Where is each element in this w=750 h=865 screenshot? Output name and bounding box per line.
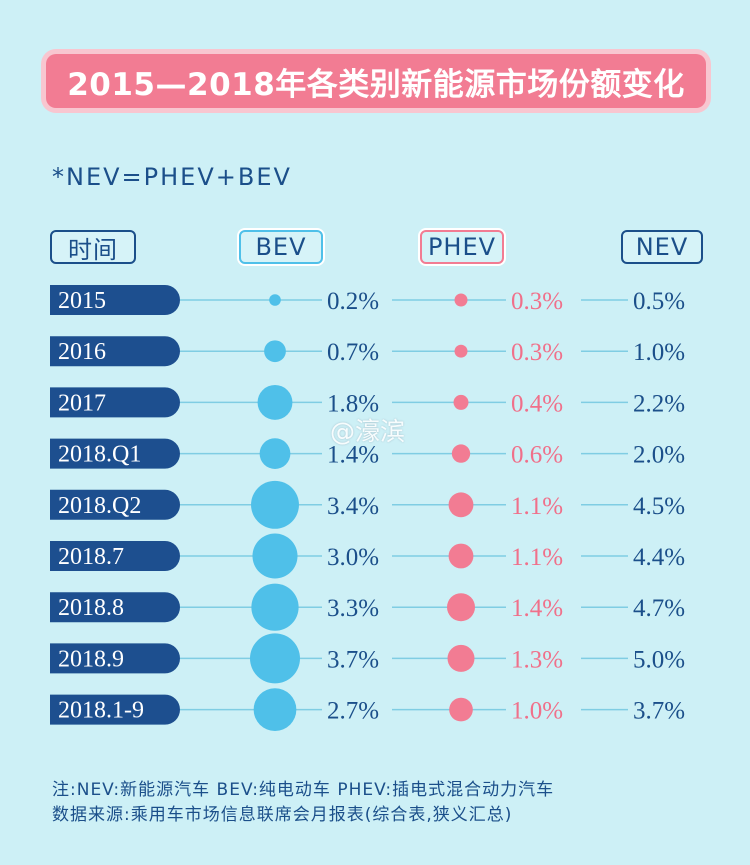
bev-value-label: 0.2%: [327, 288, 379, 315]
header-bev: BEV: [239, 230, 323, 264]
nev-value-label: 4.7%: [633, 595, 685, 622]
year-pill: [50, 336, 181, 367]
phev-value-label: 1.1%: [511, 544, 563, 571]
nev-value-label: 5.0%: [633, 646, 685, 673]
bev-bubble: [269, 294, 281, 306]
year-label: 2016: [58, 339, 106, 365]
bev-value-label: 3.0%: [327, 544, 379, 571]
year-label: 2018.Q2: [58, 493, 141, 519]
nev-value-label: 0.5%: [633, 288, 685, 315]
note-abbreviations: 注:NEV:新能源汽车 BEV:纯电动车 PHEV:插电式混合动力汽车: [52, 780, 555, 800]
nev-value-label: 4.4%: [633, 544, 685, 571]
phev-value-label: 0.4%: [511, 390, 563, 417]
bev-value-label: 3.4%: [327, 493, 379, 520]
bev-bubble: [257, 384, 293, 420]
bev-bubble: [252, 533, 298, 579]
phev-value-label: 1.3%: [511, 646, 563, 673]
bev-bubble: [251, 583, 299, 631]
bev-value-label: 2.7%: [327, 698, 379, 725]
header-nev: NEV: [621, 230, 703, 264]
note-source: 数据来源:乘用车市场信息联席会月报表(综合表,狭义汇总): [52, 805, 513, 825]
year-label: 2017: [58, 390, 106, 416]
year-label: 2018.8: [58, 595, 124, 621]
phev-value-label: 0.3%: [511, 339, 563, 366]
watermark: @濠滨: [330, 417, 406, 446]
bev-bubble: [259, 438, 291, 469]
bev-value-label: 0.7%: [327, 339, 379, 366]
year-pill: [50, 285, 180, 315]
phev-value-label: 1.1%: [511, 493, 563, 520]
header-phev: PHEV: [420, 230, 504, 264]
phev-value-label: 0.6%: [511, 442, 563, 469]
phev-bubble: [447, 644, 475, 672]
title-banner: 2015—2018年各类别新能源市场份额变化: [46, 54, 706, 108]
chart-title: 2015—2018年各类别新能源市场份额变化: [67, 66, 685, 103]
phev-bubble: [454, 293, 468, 307]
year-label: 2018.7: [58, 544, 124, 570]
bev-bubble: [253, 688, 297, 731]
bev-value-label: 1.8%: [327, 390, 379, 417]
header-time: 时间: [50, 230, 136, 264]
nev-value-label: 3.7%: [633, 698, 685, 725]
bev-bubble: [264, 340, 286, 363]
year-label: 2018.1-9: [58, 698, 144, 724]
year-pill: [50, 387, 181, 418]
bev-bubble: [250, 633, 300, 684]
year-pill: [50, 489, 181, 520]
phev-value-label: 0.3%: [511, 288, 563, 315]
year-label: 2015: [58, 288, 106, 314]
footnotes: 注:NEV:新能源汽车 BEV:纯电动车 PHEV:插电式混合动力汽车 数据来源…: [52, 778, 554, 828]
phev-bubble: [451, 444, 471, 463]
bev-value-label: 3.7%: [327, 646, 379, 673]
year-pill: [50, 438, 181, 469]
phev-bubble: [447, 593, 475, 622]
phev-value-label: 1.0%: [511, 698, 563, 725]
bev-bubble: [251, 480, 299, 529]
year-pill: [50, 592, 181, 623]
bev-value-label: 3.3%: [327, 595, 379, 622]
nev-value-label: 2.0%: [633, 442, 685, 469]
year-label: 2018.Q1: [58, 442, 141, 468]
nev-value-label: 4.5%: [633, 493, 685, 520]
nev-value-label: 1.0%: [633, 339, 685, 366]
year-pill: [50, 643, 181, 674]
year-pill: [50, 694, 181, 725]
bev-value-label: 1.4%: [327, 442, 379, 469]
phev-bubble: [454, 344, 468, 358]
phev-bubble: [448, 492, 474, 518]
formula-note: *NEV=PHEV+BEV: [52, 163, 292, 191]
year-pill: [50, 541, 180, 571]
nev-value-label: 2.2%: [633, 390, 685, 417]
phev-bubble: [453, 394, 469, 410]
phev-bubble: [448, 543, 474, 569]
phev-bubble: [449, 697, 473, 722]
phev-value-label: 1.4%: [511, 595, 563, 622]
year-label: 2018.9: [58, 646, 124, 672]
